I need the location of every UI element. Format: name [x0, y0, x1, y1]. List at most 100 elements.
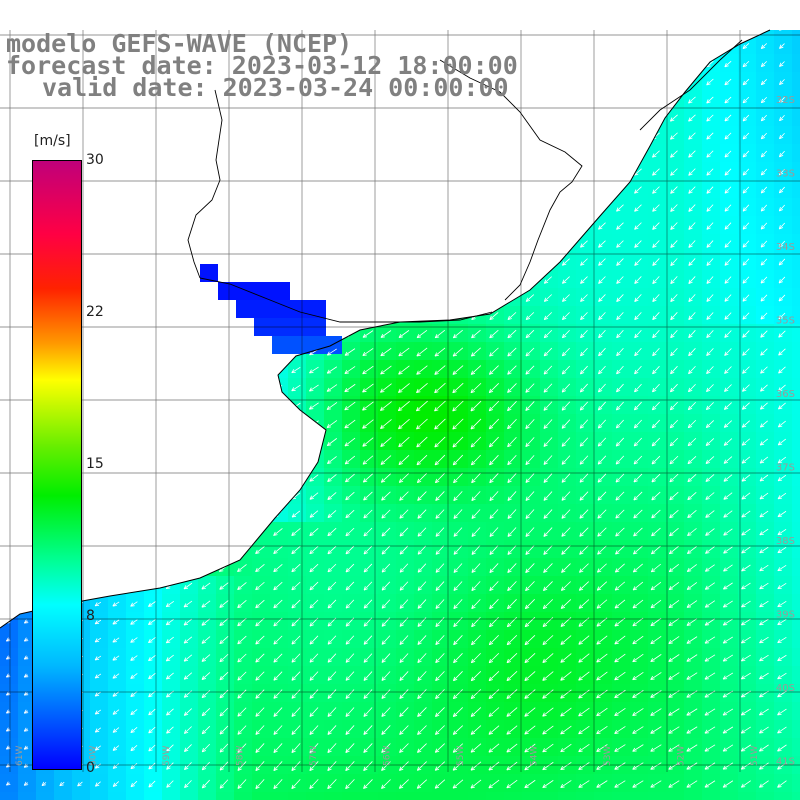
wind-arrow: [543, 294, 552, 302]
lon-label: 57W: [309, 746, 319, 766]
field-cell: [792, 630, 800, 649]
field-cell: [630, 324, 649, 343]
wind-arrow: [723, 402, 732, 410]
wind-arrow: [760, 79, 767, 86]
wind-arrow: [760, 114, 767, 122]
field-cell: [792, 594, 800, 613]
wind-arrow: [598, 383, 606, 393]
wind-arrow: [670, 240, 678, 248]
wind-arrow: [434, 347, 446, 357]
field-cell: [594, 414, 613, 433]
wind-arrow: [688, 366, 696, 375]
lat-label: 35S: [776, 316, 795, 327]
field-cell: [252, 774, 271, 793]
field-cell: [792, 90, 800, 109]
wind-arrow: [561, 401, 571, 411]
wind-arrow: [670, 222, 678, 230]
field-cell: [306, 702, 325, 721]
field-cell: [756, 30, 775, 37]
field-cell: [324, 720, 343, 739]
field-cell: [558, 414, 577, 433]
field-cell: [630, 792, 649, 800]
wind-arrow: [779, 61, 785, 67]
field-cell: [414, 540, 433, 559]
field-cell: [324, 684, 343, 703]
field-cell: [396, 684, 415, 703]
field-cell: [540, 486, 559, 505]
wind-arrow: [670, 186, 678, 194]
wind-arrow: [470, 400, 482, 412]
field-cell: [774, 30, 793, 37]
wind-arrow: [488, 383, 500, 394]
field-cell: [630, 288, 649, 307]
field-cell: [270, 702, 289, 721]
wind-arrow: [724, 366, 732, 374]
lat-label: 38S: [776, 536, 795, 547]
field-cell: [378, 684, 397, 703]
wind-arrow: [724, 150, 732, 158]
wind-arrow: [670, 383, 678, 393]
field-cell: [792, 648, 800, 667]
field-cell: [324, 648, 343, 667]
wind-arrow: [652, 204, 660, 212]
wind-arrow: [634, 401, 642, 411]
field-cell: [504, 504, 523, 523]
field-cell: [648, 270, 667, 289]
field-cell: [756, 216, 775, 235]
wind-arrow: [706, 222, 714, 230]
field-cell: [234, 792, 253, 800]
field-cell: [792, 774, 800, 793]
wind-arrow: [742, 348, 750, 356]
field-cell: [288, 720, 307, 739]
wind-arrow: [688, 294, 696, 302]
wind-arrow: [742, 312, 750, 320]
wind-arrow: [652, 222, 660, 230]
field-cell: [216, 774, 235, 793]
wind-arrow: [742, 384, 750, 392]
field-cell: [522, 468, 541, 487]
wind-arrow: [398, 383, 410, 393]
wind-arrow: [779, 30, 785, 31]
wind-arrow: [778, 348, 786, 356]
field-cell: [792, 702, 800, 721]
wind-arrow: [742, 78, 750, 86]
field-cell: [792, 36, 800, 55]
wind-arrow: [616, 276, 624, 284]
wind-arrow: [706, 132, 714, 140]
lat-label: 34S: [776, 242, 795, 253]
wind-arrow: [362, 401, 374, 411]
field-cell: [576, 450, 595, 469]
wind-arrow: [525, 401, 535, 411]
field-cell: [54, 792, 73, 800]
wind-arrow: [670, 312, 678, 321]
wind-arrow: [561, 365, 571, 375]
field-cell: [252, 738, 271, 757]
wind-arrow: [507, 329, 517, 339]
wind-arrow: [362, 365, 374, 375]
lon-label: 55W: [456, 746, 466, 766]
field-cell: [738, 162, 757, 181]
field-cell: [540, 522, 559, 541]
field-cell: [540, 378, 559, 397]
field-cell: [486, 540, 505, 559]
wind-arrow: [489, 347, 499, 357]
wind-arrow: [706, 78, 714, 86]
field-cell: [504, 558, 523, 577]
wind-arrow: [507, 401, 517, 412]
field-cell: [612, 414, 631, 433]
field-cell: [306, 666, 325, 685]
wind-arrow: [742, 186, 750, 194]
field-cell: [666, 252, 685, 271]
wind-arrow: [760, 294, 768, 302]
field-cell: [522, 432, 541, 451]
wind-arrow: [309, 384, 319, 392]
wind-arrow: [398, 330, 410, 339]
lat-label: 40S: [776, 683, 795, 694]
field-cell: [486, 576, 505, 595]
wind-arrow: [778, 384, 786, 392]
wind-arrow: [760, 186, 768, 194]
wind-arrow: [778, 294, 786, 302]
wind-arrow: [489, 365, 499, 375]
wind-arrow: [706, 294, 714, 302]
field-cell: [612, 432, 631, 451]
